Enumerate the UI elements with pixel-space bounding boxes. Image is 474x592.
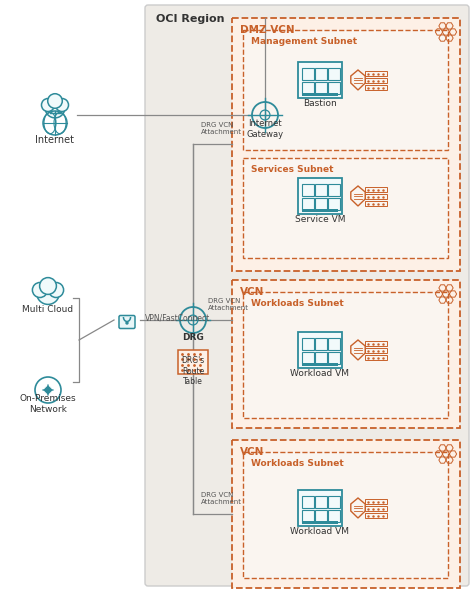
Circle shape bbox=[45, 98, 65, 118]
Circle shape bbox=[55, 98, 69, 111]
FancyBboxPatch shape bbox=[243, 452, 448, 578]
Circle shape bbox=[36, 282, 59, 304]
Text: DRG VCN
Attachment: DRG VCN Attachment bbox=[208, 298, 249, 311]
Circle shape bbox=[125, 321, 129, 324]
FancyBboxPatch shape bbox=[232, 440, 460, 588]
Text: Workloads Subnet: Workloads Subnet bbox=[251, 459, 344, 468]
FancyBboxPatch shape bbox=[302, 521, 338, 524]
FancyBboxPatch shape bbox=[302, 93, 338, 96]
Circle shape bbox=[49, 282, 64, 298]
FancyBboxPatch shape bbox=[243, 158, 448, 258]
FancyBboxPatch shape bbox=[302, 363, 338, 366]
Text: Management Subnet: Management Subnet bbox=[251, 37, 357, 46]
Text: DRG VCN
Attachment: DRG VCN Attachment bbox=[201, 492, 242, 505]
Text: Multi Cloud: Multi Cloud bbox=[22, 305, 73, 314]
FancyBboxPatch shape bbox=[298, 62, 342, 98]
FancyBboxPatch shape bbox=[119, 316, 135, 329]
Text: Workload VM: Workload VM bbox=[291, 369, 349, 378]
Text: Internet
Gateway: Internet Gateway bbox=[246, 119, 283, 139]
Text: DRG VCN
Attachment: DRG VCN Attachment bbox=[201, 122, 242, 135]
Text: DMZ VCN: DMZ VCN bbox=[240, 25, 295, 35]
FancyBboxPatch shape bbox=[232, 18, 460, 271]
FancyBboxPatch shape bbox=[178, 350, 208, 374]
Text: VPN/FastConnect: VPN/FastConnect bbox=[145, 314, 210, 323]
Text: VCN: VCN bbox=[240, 447, 264, 457]
Text: Service VM: Service VM bbox=[295, 215, 345, 224]
FancyBboxPatch shape bbox=[145, 5, 469, 586]
Text: On-Premises
Network: On-Premises Network bbox=[20, 394, 76, 414]
Circle shape bbox=[32, 282, 47, 298]
Circle shape bbox=[42, 98, 55, 111]
Text: Workloads Subnet: Workloads Subnet bbox=[251, 299, 344, 308]
Text: Internet: Internet bbox=[36, 135, 74, 145]
Text: OCI Region: OCI Region bbox=[156, 14, 225, 24]
Text: Services Subnet: Services Subnet bbox=[251, 165, 334, 174]
FancyBboxPatch shape bbox=[243, 30, 448, 150]
Text: Bastion: Bastion bbox=[303, 99, 337, 108]
FancyBboxPatch shape bbox=[232, 280, 460, 428]
Text: Workload VM: Workload VM bbox=[291, 527, 349, 536]
Text: VCN: VCN bbox=[240, 287, 264, 297]
FancyBboxPatch shape bbox=[243, 292, 448, 418]
FancyBboxPatch shape bbox=[302, 209, 338, 212]
FancyBboxPatch shape bbox=[298, 490, 342, 526]
Circle shape bbox=[48, 94, 62, 108]
FancyBboxPatch shape bbox=[298, 178, 342, 214]
Text: DRG's
Route
Table: DRG's Route Table bbox=[182, 356, 205, 386]
FancyBboxPatch shape bbox=[298, 332, 342, 368]
Circle shape bbox=[40, 278, 56, 294]
Text: DRG: DRG bbox=[182, 333, 204, 342]
